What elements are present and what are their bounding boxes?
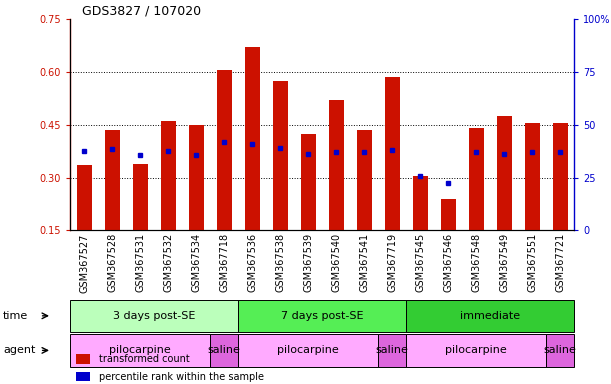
Bar (357, 130, 372, 230)
Text: transformed count: transformed count (99, 354, 190, 364)
Text: saline: saline (208, 345, 241, 356)
Text: immediate: immediate (460, 311, 521, 321)
Bar (384, 77, 400, 230)
Bar (525, 123, 540, 230)
Bar (161, 121, 176, 230)
Text: pilocarpine: pilocarpine (445, 345, 507, 356)
Bar (441, 199, 456, 230)
Bar (469, 128, 484, 230)
Text: saline: saline (544, 345, 577, 356)
Bar (329, 100, 344, 230)
Bar (216, 70, 232, 230)
Bar (189, 125, 204, 230)
Text: pilocarpine: pilocarpine (277, 345, 339, 356)
Bar (412, 176, 428, 230)
Text: GDS3827 / 107020: GDS3827 / 107020 (82, 4, 202, 17)
Text: agent: agent (3, 345, 35, 356)
Bar (133, 164, 148, 230)
Text: 7 days post-SE: 7 days post-SE (281, 311, 364, 321)
Bar (273, 81, 288, 230)
Text: percentile rank within the sample: percentile rank within the sample (99, 371, 264, 382)
Text: pilocarpine: pilocarpine (109, 345, 171, 356)
Bar (497, 116, 512, 230)
Bar (76, 165, 92, 230)
Text: 3 days post-SE: 3 days post-SE (113, 311, 196, 321)
Bar (244, 47, 260, 230)
Text: time: time (3, 311, 28, 321)
Bar (104, 130, 120, 230)
Bar (552, 123, 568, 230)
Bar (301, 134, 316, 230)
Text: saline: saline (376, 345, 409, 356)
